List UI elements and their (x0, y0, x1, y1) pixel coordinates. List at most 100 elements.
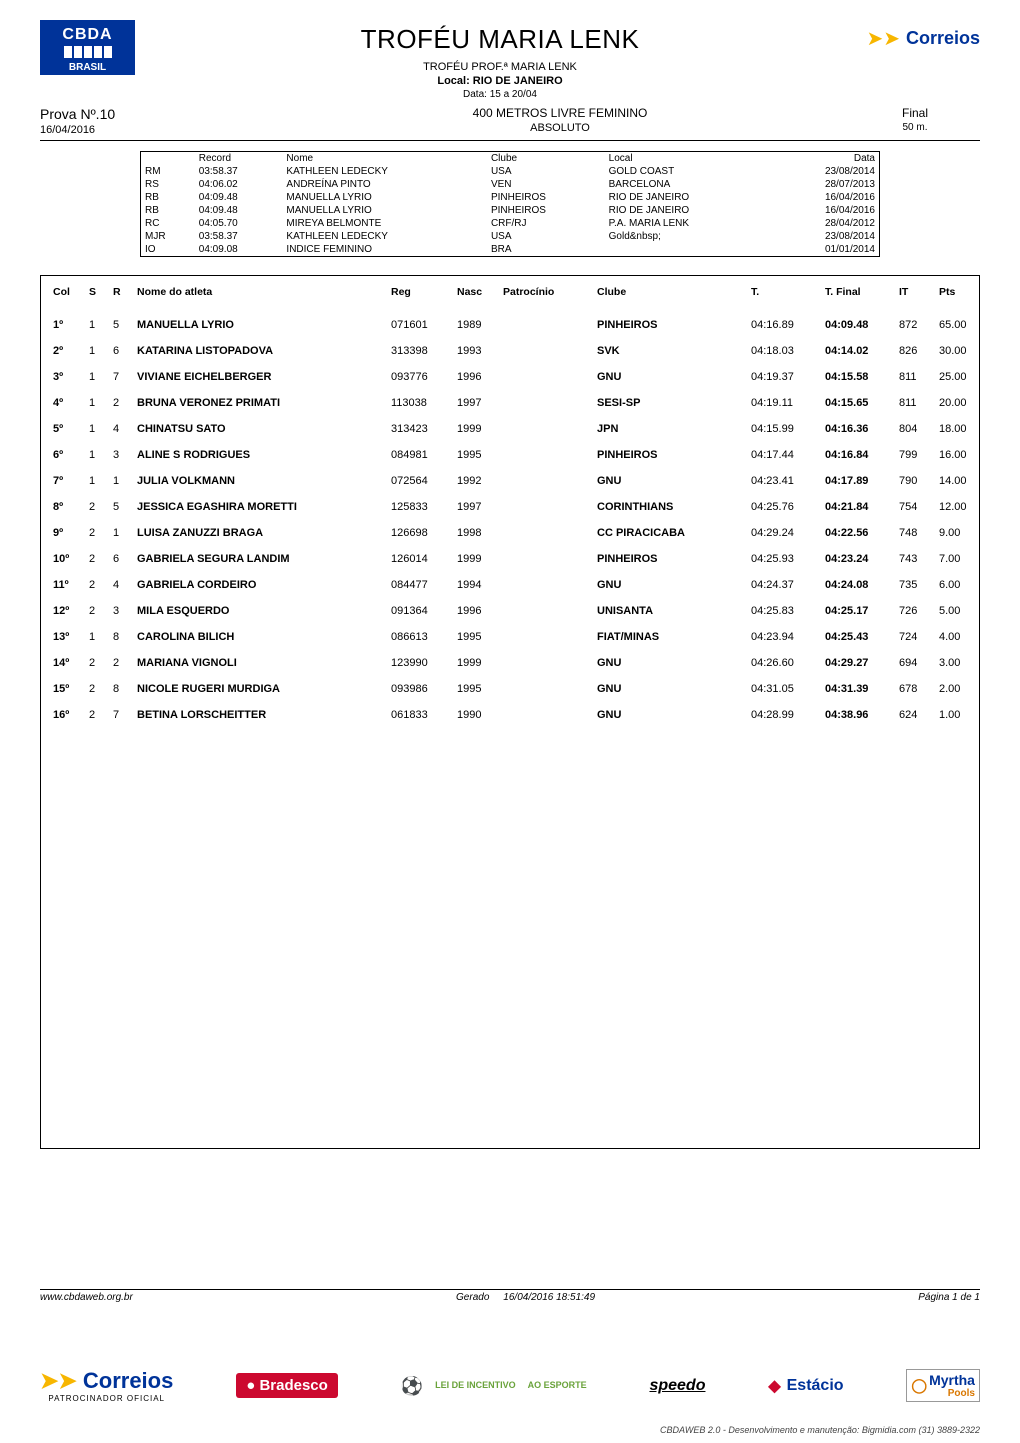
records-cell-tag: RB (141, 204, 195, 217)
results-cell-reg: 113038 (391, 397, 453, 409)
results-cell-pts: 30.00 (939, 345, 983, 357)
records-h-local: Local (605, 152, 770, 166)
bradesco-word: Bradesco (259, 1377, 327, 1394)
records-cell-nome: MIREYA BELMONTE (282, 217, 487, 230)
results-cell-r: 3 (113, 449, 133, 461)
results-cell-r: 4 (113, 579, 133, 591)
records-row: IO04:09.08INDICE FEMININOBRA01/01/2014 (141, 243, 880, 257)
records-row: MJR03:58.37KATHLEEN LEDECKYUSAGold&nbsp;… (141, 230, 880, 243)
records-cell-nome: KATHLEEN LEDECKY (282, 165, 487, 178)
results-cell-tfinal: 04:25.17 (825, 605, 895, 617)
rh-tfinal: T. Final (825, 286, 895, 298)
results-header-row: Col S R Nome do atleta Reg Nasc Patrocín… (53, 286, 967, 312)
results-cell-tfinal: 04:17.89 (825, 475, 895, 487)
results-cell-nasc: 1995 (457, 449, 499, 461)
results-cell-reg: 313398 (391, 345, 453, 357)
results-row: 5º14CHINATSU SATO3134231999JPN04:15.9904… (53, 416, 967, 442)
results-cell-reg: 084477 (391, 579, 453, 591)
sponsor-correios-word: Correios (83, 1368, 173, 1394)
results-cell-s: 1 (89, 631, 109, 643)
results-cell-nome: BRUNA VERONEZ PRIMATI (137, 397, 387, 409)
records-header-row: Record Nome Clube Local Data (141, 152, 880, 166)
results-cell-tfinal: 04:24.08 (825, 579, 895, 591)
event-left: Prova Nº.10 16/04/2016 (40, 106, 270, 136)
results-cell-pts: 9.00 (939, 527, 983, 539)
results-cell-clube: GNU (597, 709, 747, 721)
prova-date: 16/04/2016 (40, 124, 270, 136)
results-cell-nasc: 1997 (457, 501, 499, 513)
records-table: Record Nome Clube Local Data RM03:58.37K… (140, 151, 880, 257)
records-thead: Record Nome Clube Local Data (141, 152, 880, 166)
rh-clube: Clube (597, 286, 747, 298)
results-cell-r: 2 (113, 397, 133, 409)
results-cell-nome: GABRIELA CORDEIRO (137, 579, 387, 591)
results-cell-s: 1 (89, 345, 109, 357)
results-cell-col: 6º (53, 449, 85, 461)
results-cell-tfinal: 04:15.65 (825, 397, 895, 409)
records-cell-data: 28/07/2013 (770, 178, 879, 191)
results-cell-reg: 061833 (391, 709, 453, 721)
results-cell-pts: 14.00 (939, 475, 983, 487)
records-row: RS04:06.02ANDREÍNA PINTOVENBARCELONA28/0… (141, 178, 880, 191)
results-cell-t: 04:19.11 (751, 397, 821, 409)
results-cell-pts: 65.00 (939, 319, 983, 331)
cbda-logo: CBDA BRASIL (40, 20, 135, 75)
records-cell-local: BARCELONA (605, 178, 770, 191)
results-cell-t: 04:29.24 (751, 527, 821, 539)
results-cell-tfinal: 04:22.56 (825, 527, 895, 539)
results-cell-pts: 4.00 (939, 631, 983, 643)
results-row: 13º18CAROLINA BILICH0866131995FIAT/MINAS… (53, 624, 967, 650)
results-cell-nome: CAROLINA BILICH (137, 631, 387, 643)
results-cell-t: 04:26.60 (751, 657, 821, 669)
results-row: 4º12BRUNA VERONEZ PRIMATI1130381997SESI-… (53, 390, 967, 416)
results-cell-reg: 091364 (391, 605, 453, 617)
results-cell-s: 2 (89, 605, 109, 617)
rh-r: R (113, 286, 133, 298)
results-cell-nome: CHINATSU SATO (137, 423, 387, 435)
results-cell-s: 1 (89, 319, 109, 331)
results-cell-it: 804 (899, 423, 935, 435)
results-cell-tfinal: 04:16.36 (825, 423, 895, 435)
records-cell-tag: MJR (141, 230, 195, 243)
myrtha-bottom: Pools (929, 1388, 975, 1399)
records-cell-data: 16/04/2016 (770, 191, 879, 204)
records-cell-record: 04:09.08 (195, 243, 283, 257)
results-cell-it: 726 (899, 605, 935, 617)
results-cell-tfinal: 04:21.84 (825, 501, 895, 513)
results-cell-nasc: 1999 (457, 657, 499, 669)
results-cell-clube: GNU (597, 475, 747, 487)
page: CBDA BRASIL TROFÉU MARIA LENK TROFÉU PRO… (0, 0, 1020, 1443)
results-row: 7º11JULIA VOLKMANN0725641992GNU04:23.410… (53, 468, 967, 494)
results-cell-clube: PINHEIROS (597, 449, 747, 461)
results-row: 12º23MILA ESQUERDO0913641996UNISANTA04:2… (53, 598, 967, 624)
results-cell-nasc: 1995 (457, 683, 499, 695)
records-h-nome: Nome (282, 152, 487, 166)
results-cell-tfinal: 04:31.39 (825, 683, 895, 695)
results-cell-it: 694 (899, 657, 935, 669)
results-cell-pts: 6.00 (939, 579, 983, 591)
results-cell-col: 1º (53, 319, 85, 331)
results-cell-r: 1 (113, 475, 133, 487)
results-cell-nasc: 1992 (457, 475, 499, 487)
results-cell-s: 1 (89, 423, 109, 435)
records-cell-record: 03:58.37 (195, 165, 283, 178)
sponsor-speedo: speedo (649, 1377, 705, 1395)
results-cell-col: 15º (53, 683, 85, 695)
results-cell-clube: GNU (597, 683, 747, 695)
sponsor-lei: ⚽ LEI DE INCENTIVO AO ESPORTE (401, 1377, 587, 1395)
results-cell-reg: 072564 (391, 475, 453, 487)
results-cell-nasc: 1999 (457, 423, 499, 435)
records-cell-local: GOLD COAST (605, 165, 770, 178)
cbda-logo-bottom: BRASIL (44, 62, 131, 73)
results-cell-pts: 5.00 (939, 605, 983, 617)
results-cell-r: 8 (113, 631, 133, 643)
results-cell-reg: 093986 (391, 683, 453, 695)
results-cell-s: 1 (89, 449, 109, 461)
results-row: 3º17VIVIANE EICHELBERGER0937761996GNU04:… (53, 364, 967, 390)
header-center: TROFÉU MARIA LENK TROFÉU PROF.ª MARIA LE… (160, 20, 840, 100)
footer-left: www.cbdaweb.org.br (40, 1292, 133, 1303)
results-cell-nome: KATARINA LISTOPADOVA (137, 345, 387, 357)
sponsor-estacio: ◆ Estácio (768, 1376, 843, 1396)
records-cell-clube: USA (487, 230, 605, 243)
results-cell-r: 5 (113, 501, 133, 513)
